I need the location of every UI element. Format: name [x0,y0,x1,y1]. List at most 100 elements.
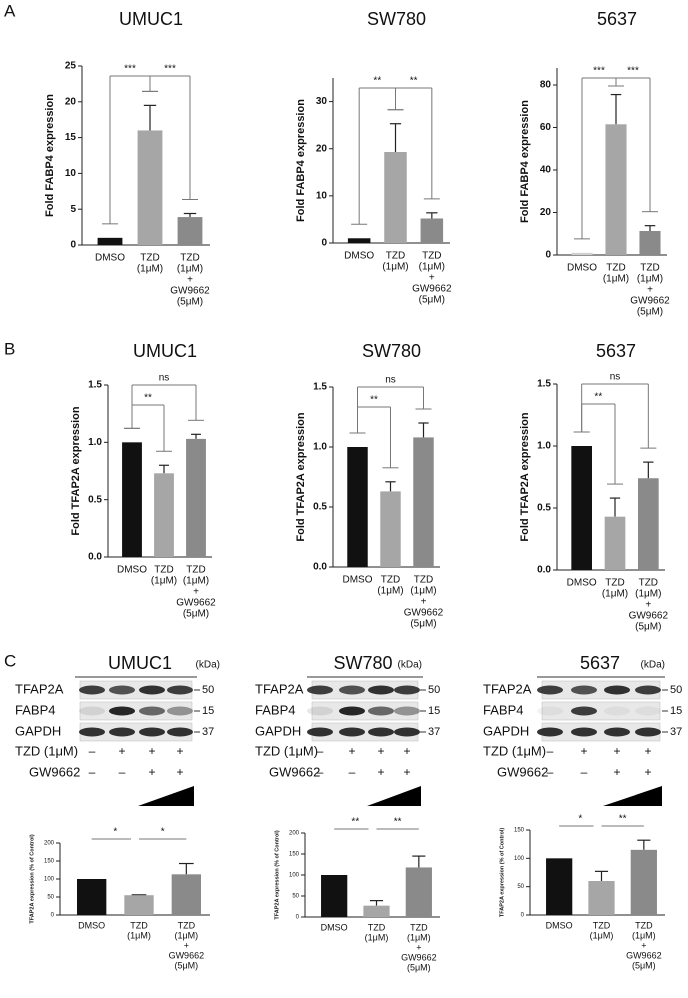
x-tick-label: TZD [130,920,148,930]
band [368,727,394,737]
x-tick-label: (5μM) [407,962,431,972]
band [604,706,630,716]
kda-unit: (kDa) [641,660,665,671]
condition-sign: + [377,744,384,758]
panel-label: B [4,339,15,358]
protein-label: GAPDH [15,723,61,738]
x-tick-label: (1μM) [183,576,209,587]
bar [124,895,154,915]
y-axis-label: TFAP2A expression (% of Control) [274,830,280,920]
condition-sign: + [148,744,155,758]
x-tick-label: TZD [414,575,433,586]
panel-label: A [4,1,16,20]
y-tick-label: 50 [517,884,524,890]
dose-triangle [603,786,662,806]
chart-title: SW780 [362,341,421,361]
x-tick-label: DMSO [117,565,147,576]
x-tick-label: TZD [381,575,400,586]
bar [639,230,661,255]
x-tick-label: (1μM) [602,589,628,600]
x-tick-label: + [421,597,427,608]
x-tick-label: TZD [180,253,199,264]
band [635,685,661,695]
protein-label: FABP4 [255,702,295,717]
band [537,706,563,716]
x-tick-label: TZD [422,251,441,262]
y-tick-label: 200 [44,841,55,847]
y-tick-label: 200 [289,831,300,837]
band [635,706,661,716]
condition-sign: + [118,744,125,758]
y-tick-label: 30 [316,96,328,107]
bar [137,130,163,245]
x-tick-label: (1μM) [137,264,163,275]
band [394,727,420,737]
y-tick-label: 0 [70,240,76,251]
band [339,706,365,716]
condition-sign: + [644,765,651,779]
x-tick-label: GW9662 [170,286,210,297]
y-tick-label: 0.5 [537,503,551,514]
x-tick-label: DMSO [344,251,374,262]
condition-sign: + [613,765,620,779]
x-tick-label: GW9662 [412,284,452,295]
band [109,685,135,695]
x-tick-label: TZD [140,253,159,264]
x-tick-label: (1μM) [177,264,203,275]
band [109,706,135,716]
bar [76,879,107,915]
condition-sign: + [176,765,183,779]
x-tick-label: GW9662 [626,950,662,960]
band [394,706,420,716]
x-tick-label: TZD [368,922,386,932]
kda-unit: (kDa) [196,660,220,671]
condition-label: TZD (1μM) [255,743,318,758]
x-tick-label: (1μM) [632,930,656,940]
y-tick-label: 0.5 [88,494,102,505]
significance: ** [394,817,402,828]
x-tick-label: (5μM) [632,960,656,970]
bar [546,858,573,915]
x-tick-label: (5μM) [177,297,203,308]
x-tick-label: DMSO [343,575,373,586]
x-tick-label: DMSO [567,578,597,589]
condition-sign: – [89,765,96,779]
x-tick-label: (1μM) [127,930,151,940]
x-tick-label: (1μM) [419,262,445,273]
significance: * [161,827,165,838]
y-tick-label: 20 [65,96,77,107]
y-tick-label: 5 [70,204,76,215]
condition-sign: – [547,744,554,758]
chart-title: UMUC1 [119,9,183,29]
condition-sign: – [317,765,324,779]
protein-label: TFAP2A [255,681,304,696]
condition-label: GW9662 [29,764,80,779]
x-tick-label: (1μM) [151,576,177,587]
y-tick-label: 1.0 [537,441,551,452]
condition-sign: + [613,744,620,758]
x-tick-label: GW9662 [629,611,669,622]
x-tick-label: (5μM) [410,619,436,630]
band [394,685,420,695]
y-axis-label: Fold TFAP2A expression [519,412,531,541]
x-tick-label: (5μM) [419,295,445,306]
significance: *** [164,64,176,75]
x-tick-label: TZD [635,920,653,930]
significance: ns [385,375,396,386]
x-tick-label: (5μM) [174,960,198,970]
chart-title: 5637 [596,341,636,361]
condition-sign: + [580,744,587,758]
bar [122,442,142,557]
band [167,685,193,695]
condition-sign: + [348,744,355,758]
significance: ns [610,372,621,383]
x-tick-label: GW9662 [176,598,216,609]
y-axis-label: Fold TFAP2A expression [295,412,307,541]
y-tick-label: 10 [65,168,77,179]
band [571,727,597,737]
x-tick-label: GW9662 [404,608,444,619]
x-tick-label: (1μM) [590,930,614,940]
condition-label: GW9662 [269,764,320,779]
y-tick-label: 0.0 [537,565,551,576]
